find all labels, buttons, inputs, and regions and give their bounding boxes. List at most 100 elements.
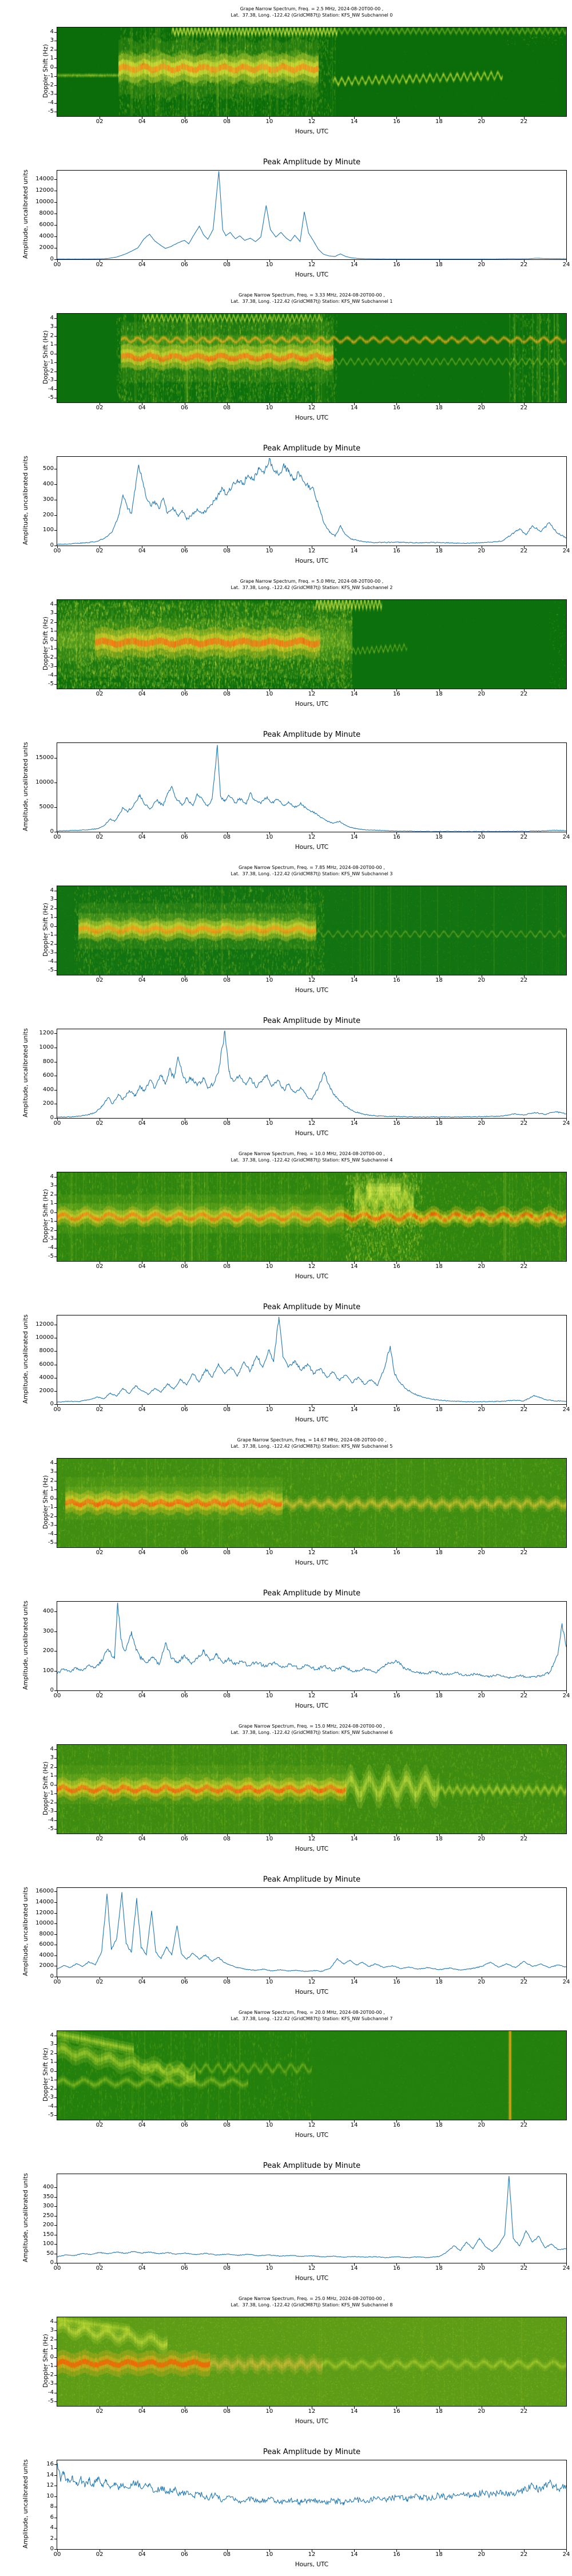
y-tick-mark (54, 1767, 57, 1768)
x-tick-label: 02 (96, 2551, 104, 2558)
y-tick-label: 300 (42, 2203, 54, 2210)
y-tick-mark (54, 2475, 57, 2476)
x-tick-label: 02 (96, 691, 104, 697)
x-tick-mark (396, 2407, 397, 2409)
x-tick-mark (227, 975, 228, 978)
y-tick-label: -5 (48, 1826, 54, 1832)
x-tick-label: 14 (350, 548, 358, 554)
x-tick-label: 18 (435, 1979, 443, 1985)
x-tick-label: 16 (392, 2551, 400, 2558)
x-tick-mark (269, 546, 270, 548)
y-tick-label: -5 (48, 2112, 54, 2119)
y-tick-label: 1 (50, 341, 54, 348)
x-tick-mark (396, 2550, 397, 2552)
spectrogram-title-line2: Lat. 37.38, Long. -122.42 (GridCM87tj) S… (231, 1730, 393, 1735)
y-tick-label: 3 (50, 323, 54, 330)
spectrogram-plot-area (57, 1744, 567, 1834)
x-tick-label: 14 (350, 834, 358, 840)
x-tick-mark (57, 546, 58, 548)
y-tick-mark (54, 1118, 57, 1119)
amplitude-line-svg (57, 1317, 566, 1403)
amplitude-line-svg (57, 457, 566, 545)
amplitude-line-svg (57, 745, 566, 832)
y-tick-label: -5 (48, 1253, 54, 1260)
y-tick-label: 2 (50, 1191, 54, 1198)
x-tick-label: 04 (138, 262, 146, 268)
y-tick-mark (54, 336, 57, 337)
y-tick-mark (54, 1749, 57, 1750)
x-tick-label: 20 (478, 118, 486, 125)
x-tick-mark (354, 2407, 355, 2409)
x-tick-mark (524, 832, 525, 835)
x-tick-mark (566, 1977, 567, 1980)
x-tick-label: 20 (478, 1406, 486, 1413)
y-tick-label: 3 (50, 2041, 54, 2048)
y-tick-mark (54, 1203, 57, 1204)
y-tick-label: 12000 (35, 187, 54, 193)
y-tick-label: 15000 (35, 754, 54, 761)
x-tick-label: 06 (181, 834, 188, 840)
y-tick-mark (54, 1611, 57, 1612)
x-tick-label: 14 (350, 977, 358, 983)
y-tick-mark (54, 484, 57, 485)
line-plot-area (57, 742, 567, 832)
y-tick-mark (54, 202, 57, 203)
x-tick-label: 02 (96, 1550, 104, 1556)
y-tick-mark (54, 1820, 57, 1821)
x-tick-label: 02 (96, 262, 104, 268)
y-tick-mark (54, 179, 57, 180)
x-tick-label: 10 (265, 1693, 273, 1699)
y-tick-label: 14000 (35, 176, 54, 182)
amplitude-line-svg (57, 171, 566, 259)
x-tick-label: 04 (138, 977, 146, 983)
x-tick-label: 20 (478, 405, 486, 411)
x-tick-label: 22 (520, 2122, 528, 2128)
y-tick-label: -1 (48, 645, 54, 652)
y-tick-label: 6000 (39, 1361, 54, 1368)
y-tick-label: -2 (48, 81, 54, 88)
y-tick-mark (54, 530, 57, 531)
y-tick-mark (54, 1033, 57, 1034)
y-tick-mark (54, 1651, 57, 1652)
y-tick-label: 0 (50, 1781, 54, 1788)
x-tick-mark (354, 1977, 355, 1980)
y-tick-label: 10000 (35, 1334, 54, 1341)
x-tick-mark (524, 689, 525, 692)
x-tick-label: 10 (265, 1120, 273, 1127)
x-tick-label: 02 (96, 548, 104, 554)
y-tick-mark (54, 640, 57, 641)
y-tick-mark (54, 2216, 57, 2217)
y-tick-mark (54, 1248, 57, 1249)
y-tick-mark (54, 318, 57, 319)
x-tick-label: 22 (520, 118, 528, 125)
x-tick-label: 02 (96, 2265, 104, 2271)
x-tick-mark (227, 546, 228, 548)
x-tick-mark (396, 832, 397, 835)
x-tick-mark (57, 1405, 58, 1407)
y-axis-label: Amplitude, uncalibrated units (22, 742, 29, 831)
x-tick-mark (227, 260, 228, 262)
x-tick-mark (354, 117, 355, 119)
x-tick-mark (227, 117, 228, 119)
x-tick-label: 10 (265, 2265, 273, 2271)
y-tick-mark (54, 2357, 57, 2358)
x-tick-label: 10 (265, 1550, 273, 1556)
x-tick-mark (524, 1691, 525, 1693)
y-tick-label: -3 (48, 2380, 54, 2387)
y-tick-mark (54, 85, 57, 86)
y-tick-label: 200 (42, 1647, 54, 1654)
y-tick-label: 6000 (39, 1941, 54, 1948)
x-tick-label: 16 (392, 1979, 400, 1985)
x-tick-label: 16 (392, 1263, 400, 1270)
spectrogram-canvas (57, 314, 566, 402)
x-tick-mark (57, 1691, 58, 1693)
x-tick-label: 08 (223, 405, 231, 411)
x-tick-label: 18 (435, 1120, 443, 1127)
spectrogram-canvas (57, 27, 566, 116)
line-plot-area (57, 1029, 567, 1119)
y-tick-mark (54, 1793, 57, 1794)
x-tick-label: 22 (520, 2265, 528, 2271)
spectrogram-chart-1: Grape Narrow Spectrum, Freq. = 3.33 MHz,… (0, 286, 572, 429)
y-tick-mark (54, 389, 57, 390)
x-tick-mark (227, 1548, 228, 1550)
